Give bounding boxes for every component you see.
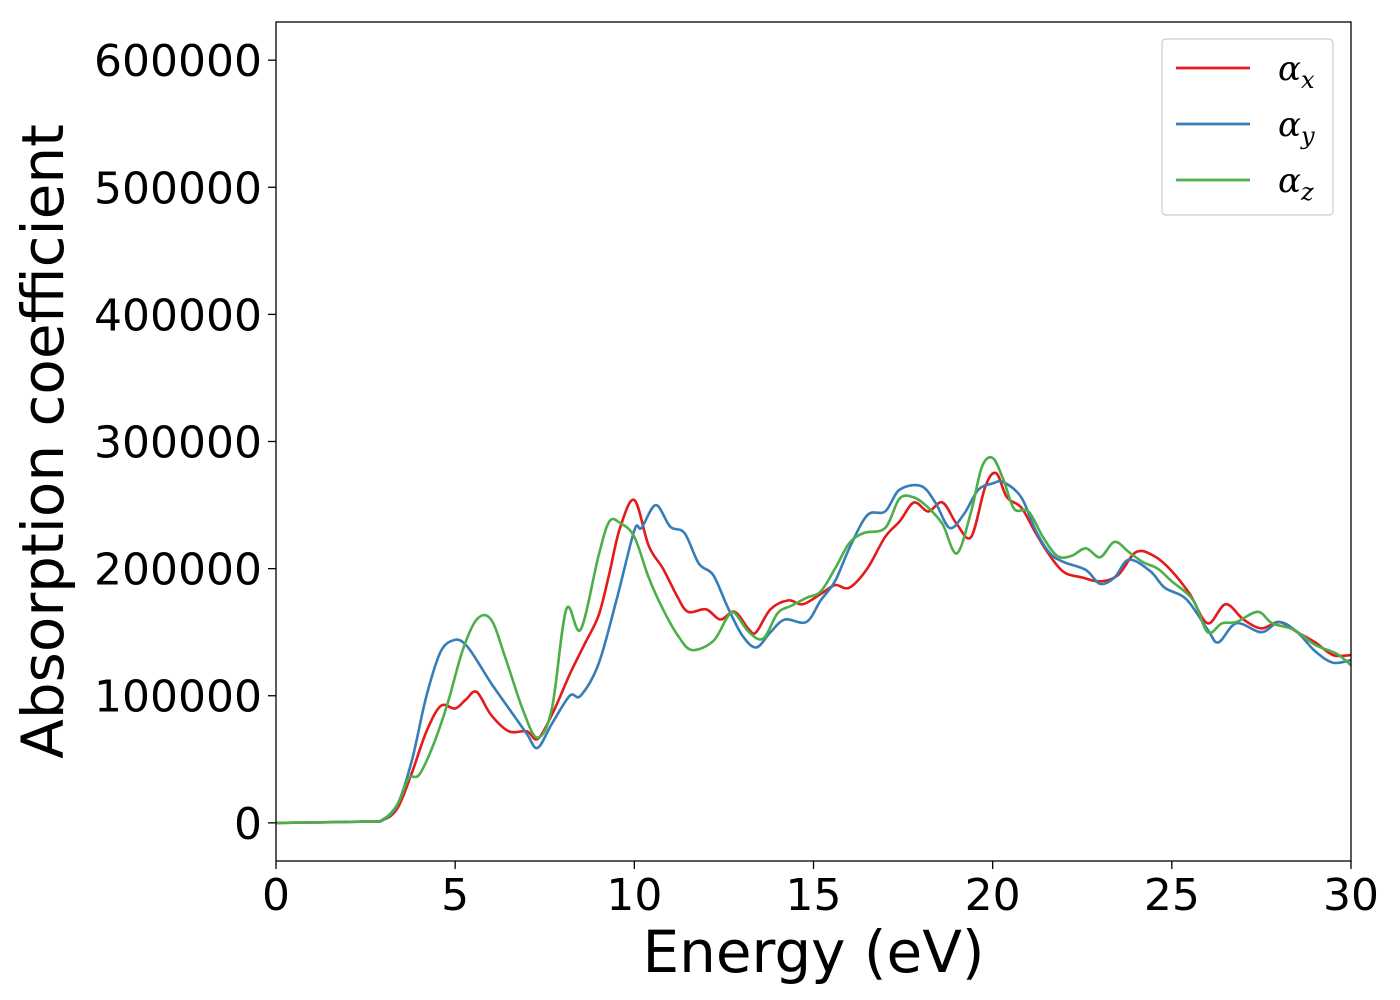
legend-label-subscript: x — [1301, 66, 1315, 94]
y-axis-label: Absorption coefficient — [9, 124, 77, 759]
x-tick-label: 30 — [1323, 870, 1379, 921]
axes: 0 5 10 15 20 25 30 0 100000 200000 300000 400000 500… — [94, 21, 1379, 921]
legend-label-main: α — [1278, 161, 1301, 201]
x-tick-label: 15 — [786, 870, 842, 921]
x-tick-label: 5 — [441, 870, 469, 921]
y-tick-label: 300000 — [94, 418, 262, 469]
legend-label-subscript: z — [1300, 178, 1314, 206]
x-tick-label: 10 — [606, 870, 662, 921]
series-lines — [276, 455, 1351, 825]
y-tick-label: 500000 — [94, 163, 262, 214]
x-tick-label: 25 — [1144, 870, 1200, 921]
series-line-z — [276, 455, 1351, 825]
legend-label-subscript: y — [1300, 122, 1315, 150]
x-tick-label: 0 — [262, 870, 290, 921]
plot-area — [276, 455, 1351, 825]
y-tick-label: 0 — [234, 799, 262, 850]
x-axis-label: Energy (eV) — [642, 918, 984, 986]
legend-label-main: α — [1278, 49, 1301, 89]
x-tick-label: 20 — [965, 870, 1021, 921]
y-tick-label: 600000 — [94, 36, 262, 87]
legend-label-y: αy — [1278, 105, 1315, 150]
legend-box — [1161, 38, 1334, 216]
legend-label-z: αz — [1278, 161, 1314, 206]
y-tick-label: 400000 — [94, 290, 262, 341]
series-line-y — [276, 479, 1351, 825]
y-tick-label: 100000 — [94, 672, 262, 723]
legend-label-x: αx — [1278, 49, 1315, 94]
series-line-x — [276, 471, 1351, 825]
legend-label-main: α — [1278, 105, 1301, 145]
y-tick-label: 200000 — [94, 545, 262, 596]
